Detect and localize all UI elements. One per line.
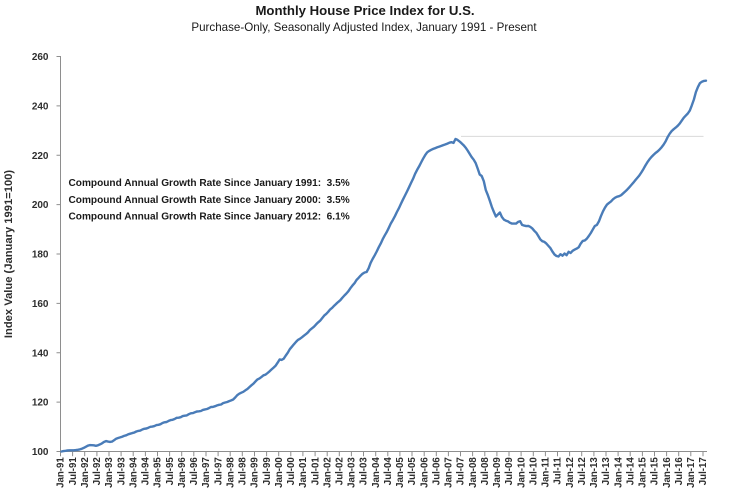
svg-text:Jul-98: Jul-98 bbox=[238, 457, 249, 486]
svg-text:Jan-00: Jan-00 bbox=[274, 457, 285, 488]
svg-text:Jan-03: Jan-03 bbox=[347, 457, 358, 488]
svg-text:Jan-98: Jan-98 bbox=[225, 457, 236, 488]
svg-text:100: 100 bbox=[32, 447, 49, 458]
svg-text:Jul-11: Jul-11 bbox=[553, 457, 564, 485]
svg-text:Jul-01: Jul-01 bbox=[310, 457, 321, 486]
svg-text:Jan-91: Jan-91 bbox=[56, 457, 67, 488]
svg-text:Compound Annual Growth Rate Si: Compound Annual Growth Rate Since Januar… bbox=[69, 212, 350, 223]
svg-text:Jan-92: Jan-92 bbox=[80, 457, 91, 488]
svg-text:Jul-91: Jul-91 bbox=[68, 457, 79, 486]
svg-text:Jul-96: Jul-96 bbox=[189, 457, 200, 486]
svg-text:Jul-12: Jul-12 bbox=[577, 457, 588, 485]
svg-text:Jul-92: Jul-92 bbox=[92, 457, 103, 485]
svg-text:Compound Annual Growth Rate Si: Compound Annual Growth Rate Since Januar… bbox=[69, 178, 350, 189]
svg-text:Jan-95: Jan-95 bbox=[153, 457, 164, 488]
svg-text:Jan-12: Jan-12 bbox=[565, 457, 576, 488]
svg-text:Jul-09: Jul-09 bbox=[504, 457, 515, 486]
svg-text:Jul-07: Jul-07 bbox=[456, 457, 467, 485]
svg-text:Jan-01: Jan-01 bbox=[298, 457, 309, 488]
svg-text:Jul-97: Jul-97 bbox=[213, 457, 224, 485]
svg-text:Jul-03: Jul-03 bbox=[359, 457, 370, 486]
svg-text:Index Value (January 1991=100): Index Value (January 1991=100) bbox=[3, 170, 15, 338]
svg-text:Jul-02: Jul-02 bbox=[335, 457, 346, 485]
svg-text:Jan-97: Jan-97 bbox=[201, 457, 212, 488]
svg-text:Jul-08: Jul-08 bbox=[480, 457, 491, 486]
svg-text:Jan-09: Jan-09 bbox=[492, 457, 503, 488]
svg-text:Jan-04: Jan-04 bbox=[371, 457, 382, 488]
svg-text:Jan-14: Jan-14 bbox=[613, 457, 624, 488]
svg-text:Jul-16: Jul-16 bbox=[674, 457, 685, 486]
svg-text:Jan-93: Jan-93 bbox=[104, 457, 115, 488]
svg-text:260: 260 bbox=[32, 52, 49, 63]
svg-text:Jul-06: Jul-06 bbox=[432, 457, 443, 486]
svg-text:Jul-93: Jul-93 bbox=[116, 457, 127, 486]
svg-text:Purchase-Only, Seasonally Adju: Purchase-Only, Seasonally Adjusted Index… bbox=[191, 21, 537, 34]
svg-text:Monthly House Price Index for: Monthly House Price Index for U.S. bbox=[255, 3, 474, 18]
svg-text:Jan-08: Jan-08 bbox=[468, 457, 479, 488]
svg-text:Jul-00: Jul-00 bbox=[286, 457, 297, 485]
svg-text:Jan-94: Jan-94 bbox=[128, 457, 139, 488]
svg-text:Jul-99: Jul-99 bbox=[262, 457, 273, 486]
svg-text:Jan-07: Jan-07 bbox=[444, 457, 455, 488]
svg-text:Jul-17: Jul-17 bbox=[698, 457, 709, 485]
svg-text:160: 160 bbox=[32, 299, 49, 310]
svg-text:Jul-04: Jul-04 bbox=[383, 457, 394, 486]
svg-text:Jul-13: Jul-13 bbox=[601, 457, 612, 486]
svg-text:Jul-95: Jul-95 bbox=[165, 457, 176, 486]
svg-text:Jan-05: Jan-05 bbox=[395, 457, 406, 488]
svg-text:Jul-94: Jul-94 bbox=[141, 457, 152, 486]
svg-text:Compound Annual Growth Rate Si: Compound Annual Growth Rate Since Januar… bbox=[69, 195, 350, 206]
svg-text:Jul-05: Jul-05 bbox=[407, 457, 418, 486]
svg-text:220: 220 bbox=[32, 151, 49, 162]
svg-text:Jan-16: Jan-16 bbox=[662, 457, 673, 488]
svg-text:Jan-11: Jan-11 bbox=[541, 457, 552, 488]
svg-text:Jul-15: Jul-15 bbox=[650, 457, 661, 486]
svg-text:120: 120 bbox=[32, 398, 49, 409]
svg-text:Jan-17: Jan-17 bbox=[686, 457, 697, 488]
svg-text:Jan-02: Jan-02 bbox=[322, 457, 333, 488]
svg-text:140: 140 bbox=[32, 348, 49, 359]
svg-text:Jan-99: Jan-99 bbox=[250, 457, 261, 488]
svg-text:240: 240 bbox=[32, 101, 49, 112]
svg-text:Jan-96: Jan-96 bbox=[177, 457, 188, 488]
svg-text:200: 200 bbox=[32, 200, 49, 211]
svg-text:Jul-14: Jul-14 bbox=[625, 457, 636, 486]
svg-text:Jan-15: Jan-15 bbox=[638, 457, 649, 488]
svg-text:Jan-10: Jan-10 bbox=[516, 457, 527, 488]
svg-text:Jan-13: Jan-13 bbox=[589, 457, 600, 488]
svg-text:Jul-10: Jul-10 bbox=[529, 457, 540, 485]
svg-text:180: 180 bbox=[32, 250, 49, 261]
svg-text:Jan-06: Jan-06 bbox=[419, 457, 430, 488]
